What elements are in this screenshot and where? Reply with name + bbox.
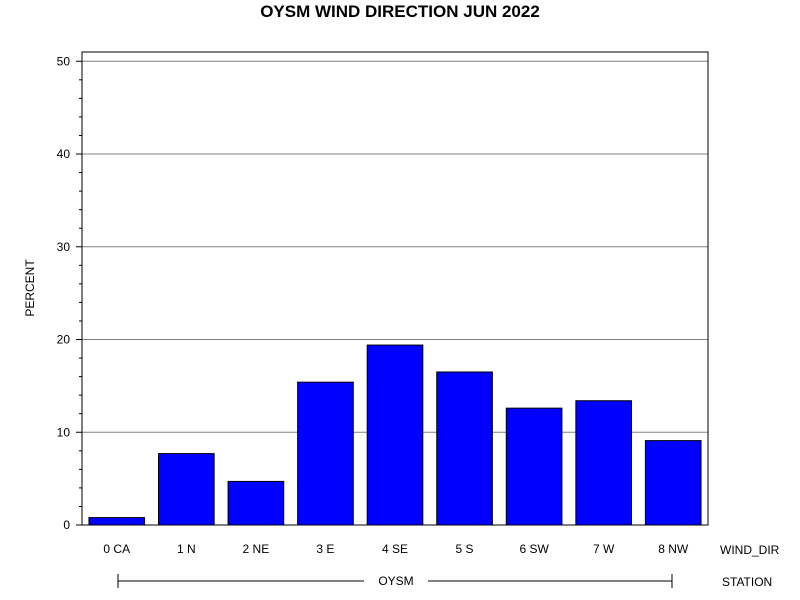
x-tick-label: 2 NE [243,542,270,556]
bar [227,480,285,526]
bar [158,453,215,526]
y-tick-label: 30 [57,240,71,254]
bar [297,381,354,526]
x-tick-label: 0 CA [103,542,130,556]
station-axis-label: STATION [722,575,772,589]
bar [505,407,563,526]
x-tick-label: 8 NW [658,542,689,556]
chart-title: OYSM WIND DIRECTION JUN 2022 [260,2,540,21]
x-tick-label: 1 N [177,542,196,556]
bar [88,517,146,526]
x-tick-label: 6 SW [519,542,549,556]
y-tick-label: 10 [57,425,71,439]
x-tick-label: 5 S [456,542,474,556]
x-tick-label: 3 E [316,542,334,556]
bar [575,400,632,526]
y-axis-label: PERCENT [23,259,37,317]
y-tick-label: 40 [57,147,71,161]
y-tick-label: 0 [63,518,70,532]
station-group-axis: OYSM STATION [117,574,772,589]
x-tick-label: 7 W [593,542,615,556]
bar [436,371,493,526]
bar [366,344,424,526]
x-tick-label: 4 SE [382,542,408,556]
station-name: OYSM [378,574,413,588]
x-axis-label: WIND_DIR [720,543,780,557]
bar-group [88,344,702,526]
x-axis: 0 CA 1 N 2 NE 3 E 4 SE 5 S 6 SW 7 W 8 NW [103,542,688,556]
y-tick-label: 20 [57,333,71,347]
plot-frame [81,51,709,526]
y-tick-label: 50 [57,54,71,68]
bar [644,440,702,526]
y-axis: 0 10 20 30 40 50 [57,54,82,532]
